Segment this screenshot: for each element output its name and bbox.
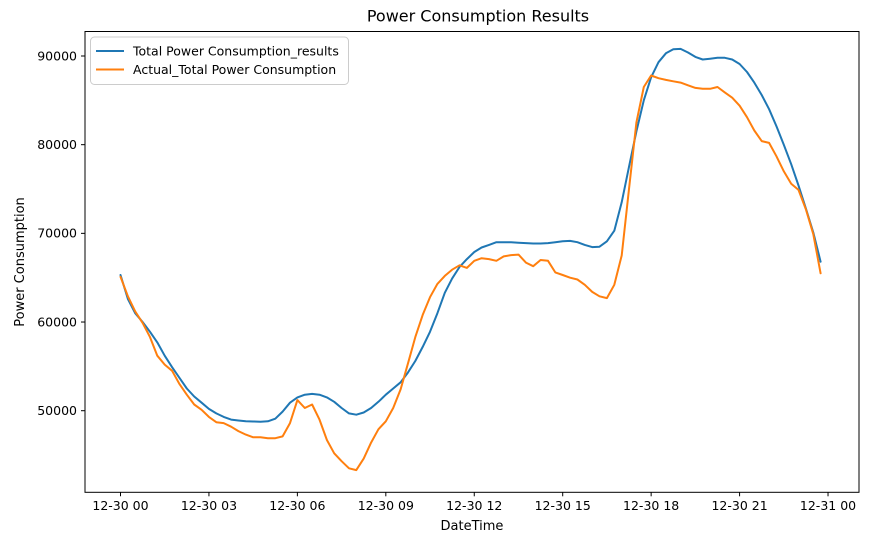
x-tick-label: 12-30 03 bbox=[181, 498, 237, 513]
y-axis-ticks: 50000 60000 70000 80000 90000 bbox=[37, 48, 85, 418]
legend: Total Power Consumption_results Actual_T… bbox=[90, 36, 349, 85]
x-tick-label: 12-30 06 bbox=[269, 498, 325, 513]
y-tick-label: 80000 bbox=[37, 137, 77, 152]
x-tick-label: 12-30 15 bbox=[535, 498, 591, 513]
x-tick-label: 12-30 12 bbox=[446, 498, 502, 513]
x-tick-label: 12-30 09 bbox=[358, 498, 414, 513]
legend-label-results: Total Power Consumption_results bbox=[132, 44, 339, 59]
series-lines bbox=[119, 47, 822, 472]
series-line-0 bbox=[119, 47, 822, 423]
legend-box bbox=[90, 36, 349, 85]
x-tick-label: 12-30 00 bbox=[92, 498, 148, 513]
y-tick-label: 50000 bbox=[37, 403, 77, 418]
x-tick-label: 12-30 18 bbox=[623, 498, 679, 513]
y-tick-label: 60000 bbox=[37, 314, 77, 329]
x-axis-label: DateTime bbox=[441, 519, 504, 534]
y-tick-label: 90000 bbox=[37, 48, 77, 63]
series-line-1 bbox=[119, 74, 822, 472]
x-axis-ticks: 12-30 00 12-30 03 12-30 06 12-30 09 12-30 12… bbox=[92, 492, 856, 513]
legend-label-actual: Actual_Total Power Consumption bbox=[133, 62, 336, 77]
x-tick-label: 12-30 21 bbox=[711, 498, 767, 513]
chart-title: Power Consumption Results bbox=[367, 7, 589, 26]
y-tick-label: 70000 bbox=[37, 226, 77, 241]
x-tick-label: 12-31 00 bbox=[800, 498, 856, 513]
y-axis-label: Power Consumption bbox=[13, 197, 28, 327]
